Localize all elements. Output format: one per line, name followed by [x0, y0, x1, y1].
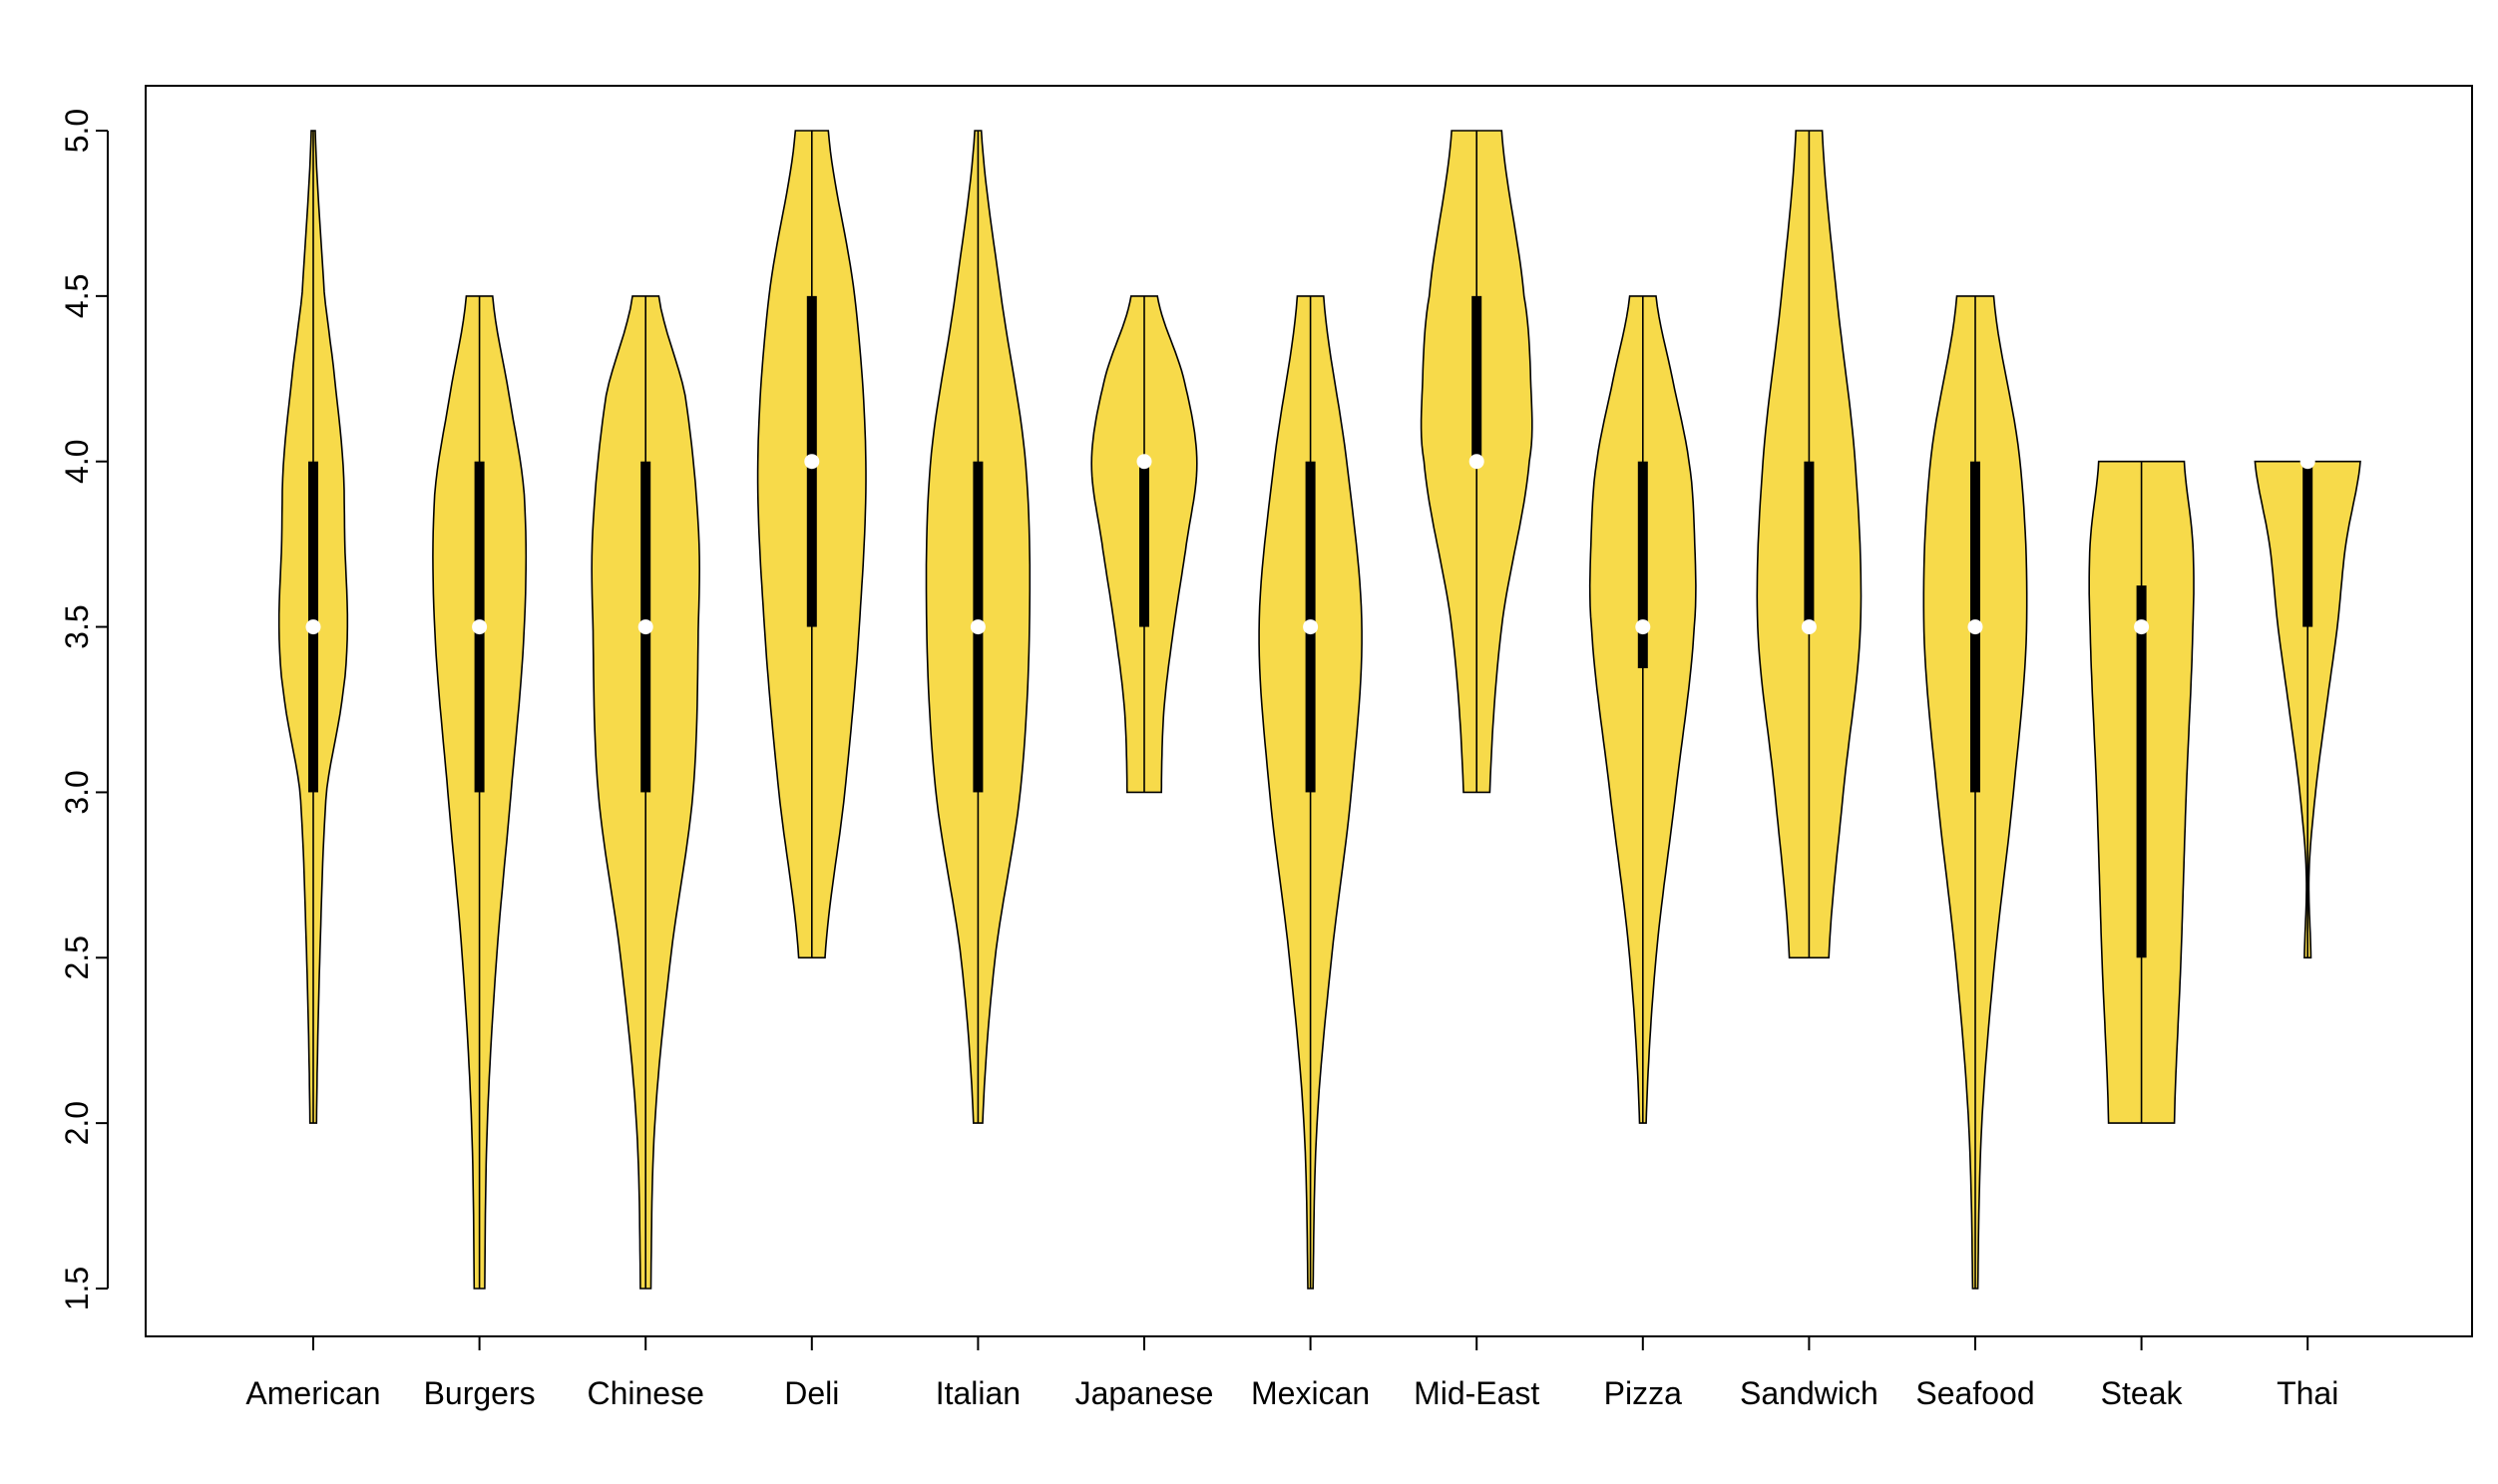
violin-median-dot [1468, 454, 1484, 470]
violin-median-dot [970, 619, 986, 635]
x-tick-label: Deli [784, 1375, 839, 1411]
x-tick-label: Steak [2101, 1375, 2184, 1411]
x-tick-label: American [245, 1375, 380, 1411]
violin-median-dot [1136, 454, 1152, 470]
y-tick-label: 3.5 [59, 604, 95, 648]
x-tick-label: Pizza [1604, 1375, 1682, 1411]
x-tick-label: Mid-East [1414, 1375, 1539, 1411]
violin-median-dot [2299, 454, 2315, 470]
x-tick-label: Chinese [587, 1375, 703, 1411]
violin-thai [2254, 454, 2361, 959]
violin-seafood [1922, 295, 2028, 1290]
violin-median-dot [1801, 619, 1817, 635]
violin-iqr-bar [2302, 461, 2313, 627]
x-tick-label: Mexican [1251, 1375, 1370, 1411]
x-tick-label: Thai [2277, 1375, 2338, 1411]
violin-mexican [1258, 295, 1363, 1290]
violin-median-dot [2134, 619, 2150, 635]
violin-japanese [1090, 295, 1198, 794]
y-axis: 1.5 2.0 2.5 3.0 3.5 4.0 4.5 5.0 [59, 109, 109, 1310]
violin-median-dot [637, 619, 653, 635]
y-tick-label: 4.5 [59, 274, 95, 318]
violin-deli [756, 130, 867, 959]
violin-chinese [591, 295, 701, 1290]
y-tick-label: 2.5 [59, 935, 95, 979]
y-tick-label: 4.0 [59, 439, 95, 483]
x-tick-label: Italian [936, 1375, 1021, 1411]
violin-sandwich [1756, 130, 1863, 959]
x-tick-label: Burgers [424, 1375, 536, 1411]
x-tick-label: Japanese [1075, 1375, 1214, 1411]
violin-mid-east [1420, 130, 1533, 794]
violin-median-dot [305, 619, 321, 635]
violins-group [277, 130, 2361, 1290]
violin-iqr-bar [1471, 295, 1482, 462]
y-tick-label: 5.0 [59, 109, 95, 153]
violin-iqr-bar [1637, 461, 1648, 669]
violin-median-dot [1303, 619, 1319, 635]
x-axis: American Burgers Chinese Deli Italian Japanes… [245, 1335, 2338, 1411]
violin-median-dot [472, 619, 488, 635]
y-tick-label: 2.0 [59, 1101, 95, 1145]
violin-burgers [432, 295, 528, 1290]
violin-steak [2088, 460, 2195, 1124]
y-tick-label: 3.0 [59, 770, 95, 814]
violin-iqr-bar [1804, 461, 1815, 627]
violin-italian [925, 130, 1032, 1124]
violin-iqr-bar [2136, 585, 2147, 958]
violin-american [277, 130, 349, 1124]
violin-iqr-bar [1139, 461, 1149, 627]
x-tick-label: Seafood [1915, 1375, 2034, 1411]
violin-pizza [1588, 295, 1697, 1124]
violin-median-dot [804, 454, 820, 470]
y-tick-label: 1.5 [59, 1267, 95, 1310]
x-tick-label: Sandwich [1740, 1375, 1878, 1411]
violin-median-dot [1967, 619, 1983, 635]
violin-median-dot [1635, 619, 1651, 635]
